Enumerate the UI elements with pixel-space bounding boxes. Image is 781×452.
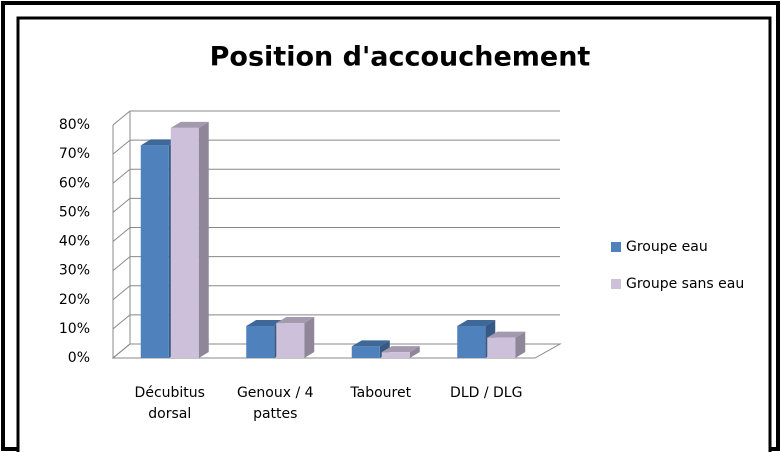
bar-side xyxy=(198,121,209,358)
bar-top xyxy=(140,139,179,146)
bar-top xyxy=(276,317,315,324)
y-tick-label: 80% xyxy=(59,117,90,133)
bar xyxy=(457,325,486,358)
y-tick-label: 30% xyxy=(59,263,90,279)
y-tick-label: 40% xyxy=(59,234,90,250)
y-tick-label: 50% xyxy=(59,204,90,220)
legend-swatch xyxy=(611,279,621,289)
y-tick-label: 60% xyxy=(59,175,90,191)
x-tick-label: DLD / DLG xyxy=(450,385,523,401)
bar xyxy=(381,352,410,358)
bar-top xyxy=(487,331,526,338)
y-tick-label: 0% xyxy=(68,350,90,366)
bar xyxy=(276,323,305,358)
x-tick-label: Décubitus dorsal xyxy=(134,385,205,422)
bar xyxy=(351,346,380,358)
bar-side xyxy=(304,317,315,358)
bar xyxy=(170,127,199,358)
legend-swatch xyxy=(611,242,621,252)
y-tick-label: 10% xyxy=(59,321,90,337)
wall-grid-line xyxy=(112,168,131,184)
wall-grid-line xyxy=(112,197,131,213)
wall-grid-line xyxy=(112,343,131,359)
bar-top xyxy=(381,346,420,353)
wall-grid-line xyxy=(112,285,131,301)
bar-top xyxy=(457,319,496,326)
bar xyxy=(140,145,169,358)
legend-label: Groupe sans eau xyxy=(626,276,744,292)
x-tick-label: Genoux / 4 pattes xyxy=(236,385,314,422)
y-tick-label: 70% xyxy=(59,146,90,162)
bar-top xyxy=(170,121,209,128)
bar xyxy=(487,337,516,358)
wall-grid-line xyxy=(112,314,131,330)
wall-grid-line xyxy=(112,110,131,126)
x-tick-label: Tabouret xyxy=(350,385,412,401)
bar-side xyxy=(515,331,526,358)
bar xyxy=(246,325,275,358)
wall-grid-line xyxy=(112,139,131,155)
bar-top xyxy=(246,319,285,326)
bar-side xyxy=(409,346,420,358)
wall-grid-line xyxy=(112,256,131,272)
y-tick-label: 20% xyxy=(59,292,90,308)
chart-title: Position d'accouchement xyxy=(210,42,591,73)
wall-grid-line xyxy=(112,227,131,242)
bar-top xyxy=(351,340,390,347)
legend-label: Groupe eau xyxy=(626,239,708,255)
